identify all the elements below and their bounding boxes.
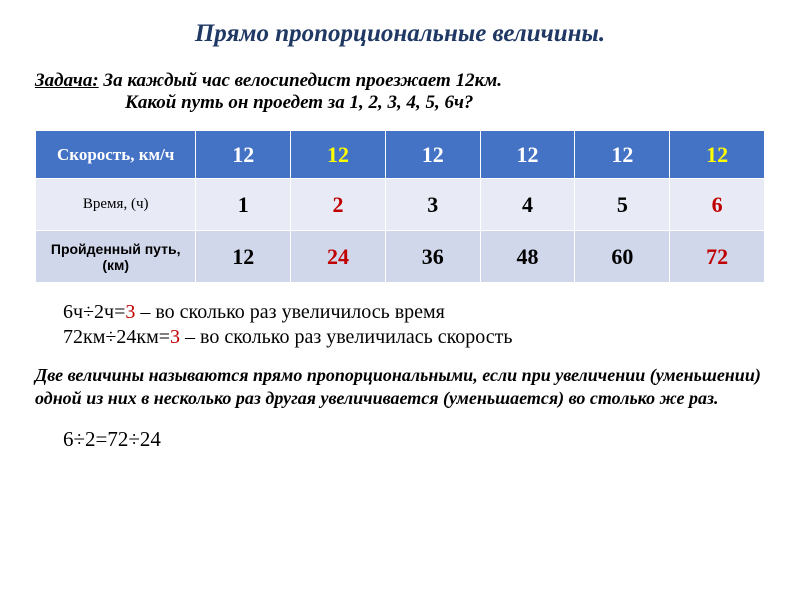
explain-speed: 72км÷24км=3 – во сколько раз увеличилась…	[63, 326, 765, 349]
task-label: Задача:	[35, 70, 99, 91]
definition-text: Две величины называются прямо пропорцион…	[35, 364, 765, 411]
task-block: Задача: За каждый час велосипедист проез…	[35, 70, 765, 114]
explain-time: 6ч÷2ч=3 – во сколько раз увеличилось вре…	[63, 301, 765, 324]
equation-text: 6÷2=72÷24	[63, 427, 765, 452]
dist-cell: 48	[480, 231, 575, 283]
time-cell: 6	[670, 179, 765, 231]
dist-cell: 60	[575, 231, 670, 283]
explain-val: 3	[170, 326, 180, 348]
speed-cell: 12	[385, 131, 480, 179]
task-text-1: За каждый час велосипедист проезжает 12к…	[99, 70, 502, 91]
row-label-speed: Скорость, км/ч	[36, 131, 196, 179]
speed-cell: 12	[670, 131, 765, 179]
explain-val: 3	[125, 301, 135, 323]
dist-cell: 12	[196, 231, 291, 283]
time-cell: 4	[480, 179, 575, 231]
explain-post: – во сколько раз увеличилась скорость	[180, 326, 513, 348]
dist-cell: 36	[385, 231, 480, 283]
speed-cell: 12	[480, 131, 575, 179]
table-row-distance: Пройденный путь, (км) 12 24 36 48 60 72	[36, 231, 765, 283]
time-cell: 2	[291, 179, 386, 231]
page-title: Прямо пропорциональные величины.	[35, 20, 765, 48]
table-row-time: Время, (ч) 1 2 3 4 5 6	[36, 179, 765, 231]
time-cell: 1	[196, 179, 291, 231]
speed-cell: 12	[291, 131, 386, 179]
task-text-2: Какой путь он проедет за 1, 2, 3, 4, 5, …	[125, 92, 765, 114]
row-label-distance: Пройденный путь, (км)	[36, 231, 196, 283]
time-cell: 5	[575, 179, 670, 231]
explain-post: – во сколько раз увеличилось время	[135, 301, 445, 323]
table-row-speed: Скорость, км/ч 12 12 12 12 12 12	[36, 131, 765, 179]
dist-cell: 24	[291, 231, 386, 283]
explain-pre: 6ч÷2ч=	[63, 301, 125, 323]
speed-cell: 12	[196, 131, 291, 179]
speed-cell: 12	[575, 131, 670, 179]
data-table: Скорость, км/ч 12 12 12 12 12 12 Время, …	[35, 130, 765, 283]
row-label-time: Время, (ч)	[36, 179, 196, 231]
explain-pre: 72км÷24км=	[63, 326, 170, 348]
time-cell: 3	[385, 179, 480, 231]
dist-cell: 72	[670, 231, 765, 283]
